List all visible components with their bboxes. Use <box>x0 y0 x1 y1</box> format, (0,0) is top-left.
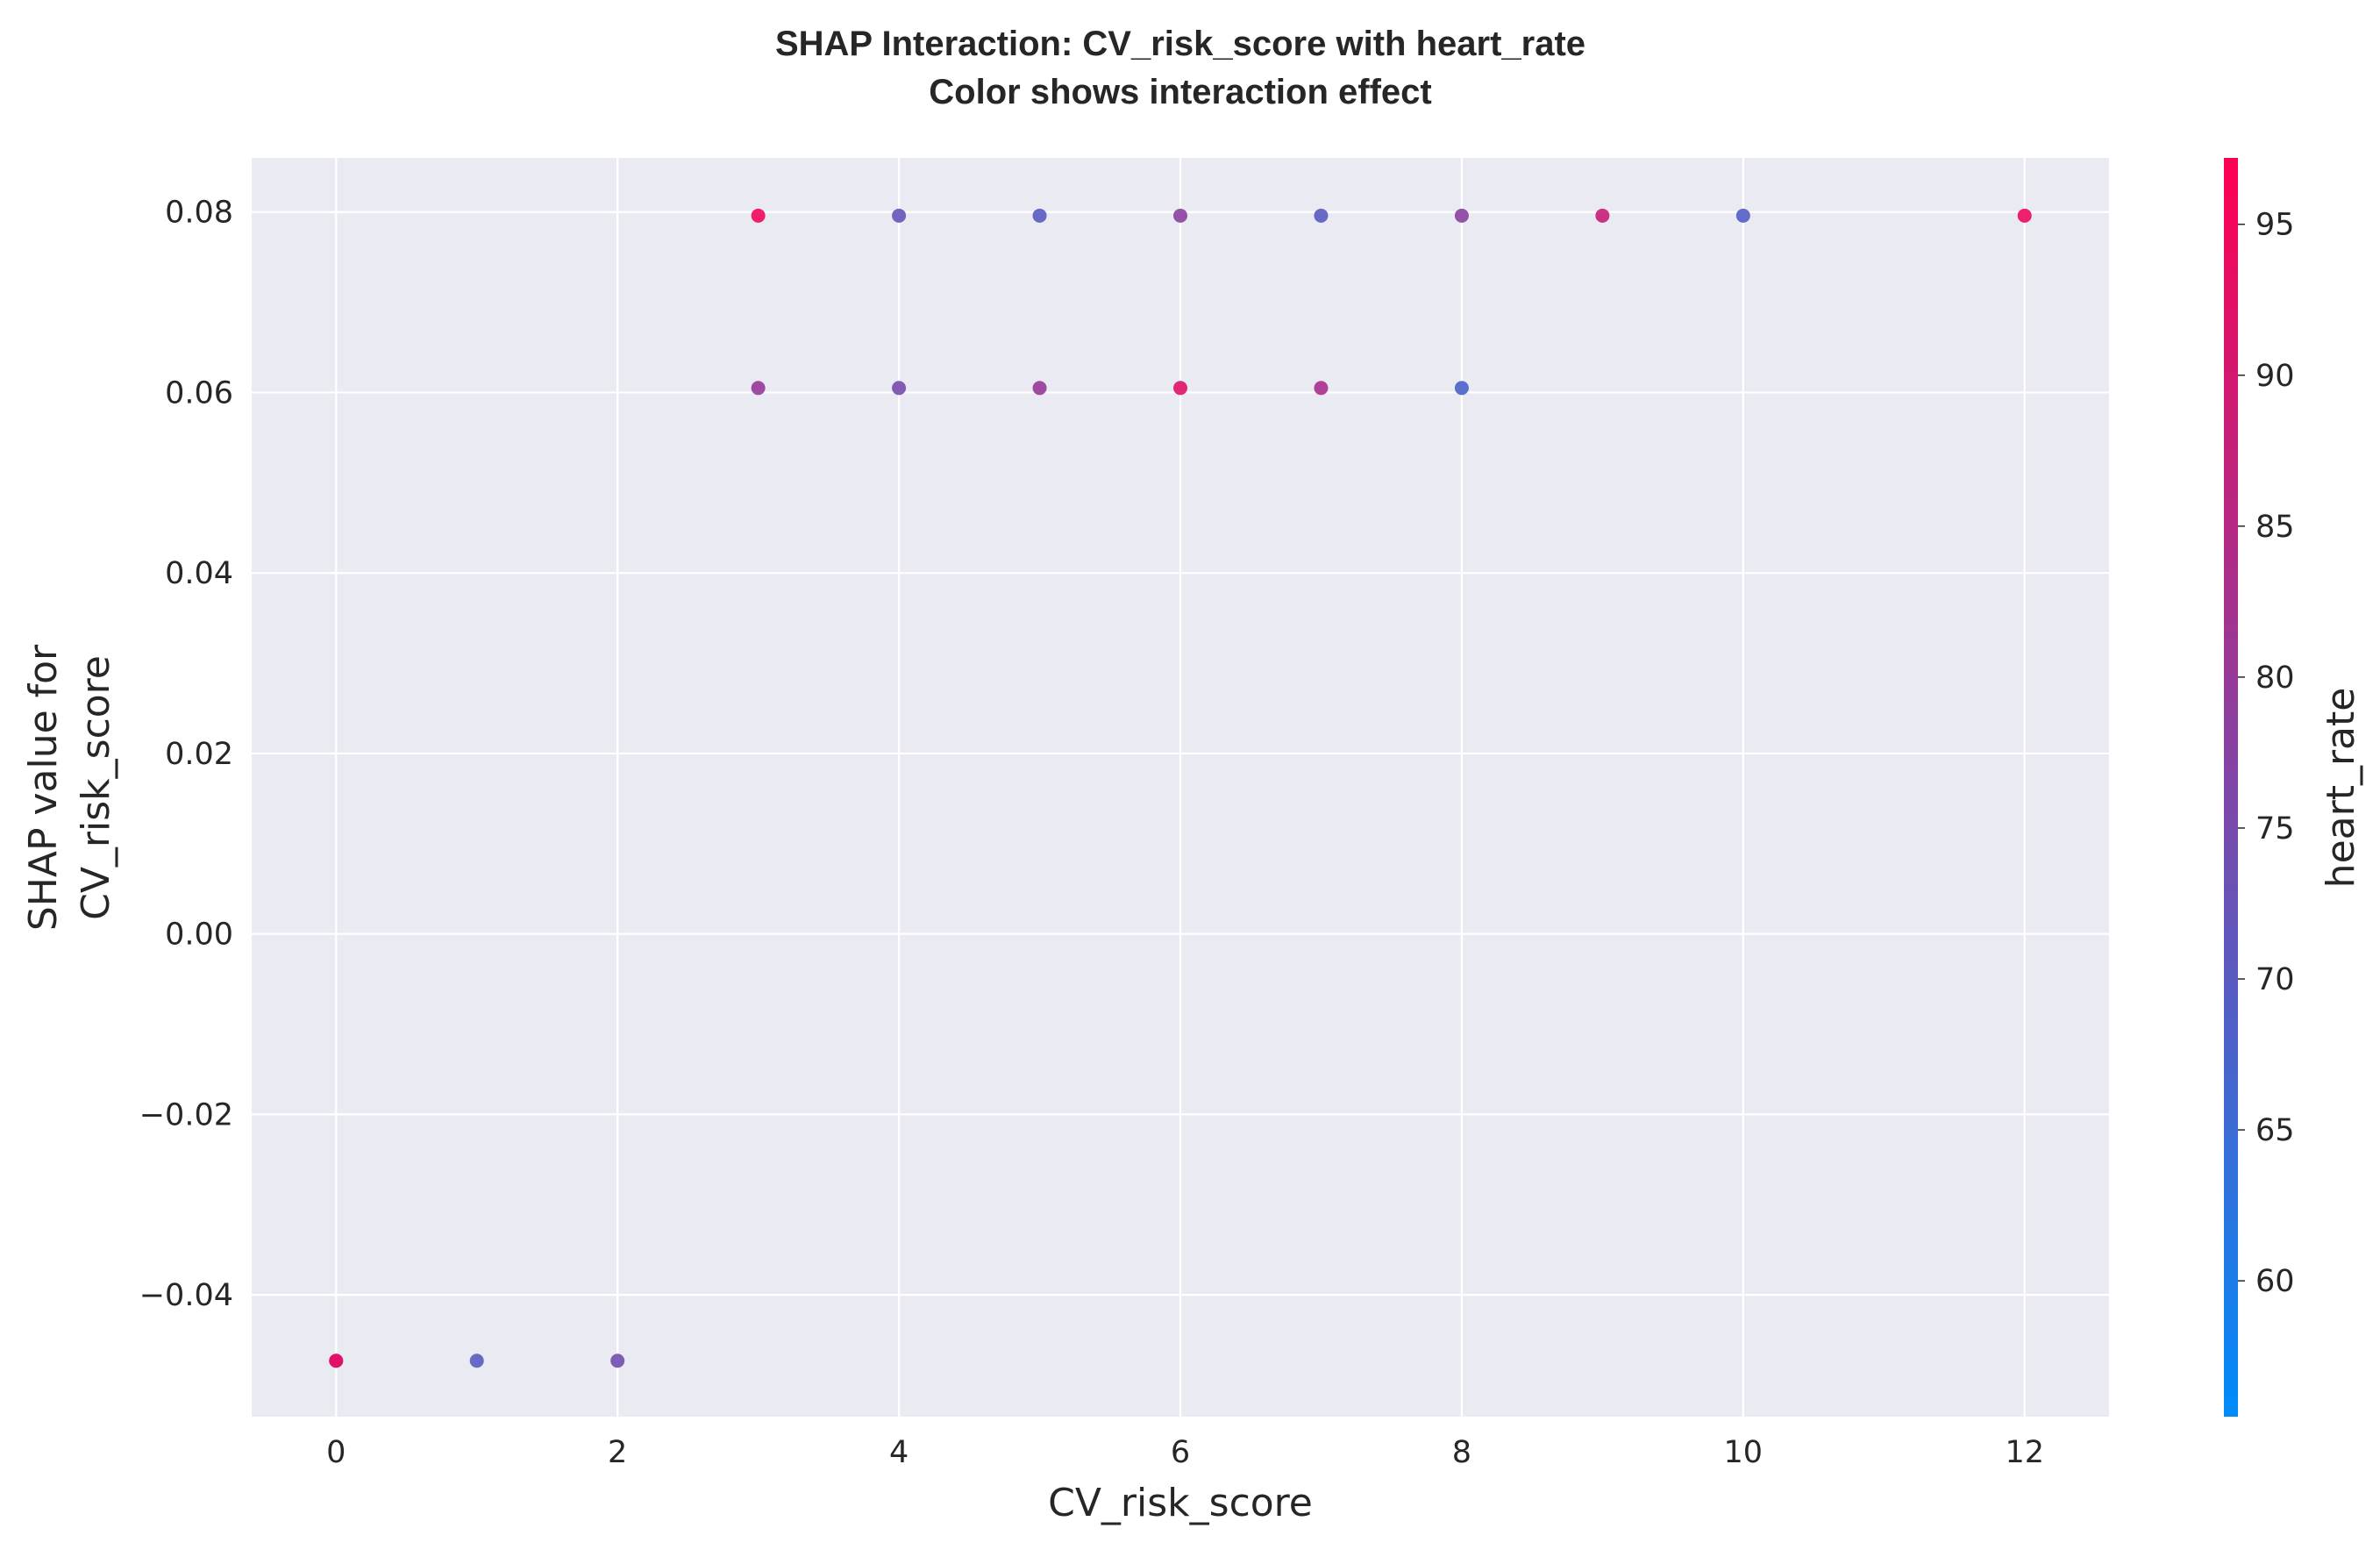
colorbar-label: heart_rate <box>2319 688 2363 889</box>
scatter-point <box>329 1354 344 1368</box>
x-axis-ticks: 0 2 4 6 8 10 12 <box>326 1435 2044 1470</box>
y-tick-label: −0.02 <box>139 1097 233 1132</box>
x-tick-label: 2 <box>608 1435 627 1470</box>
x-tick-label: 8 <box>1452 1435 1471 1470</box>
y-tick-label: 0.02 <box>165 737 233 772</box>
y-axis-label-line-1: SHAP value for <box>21 644 66 931</box>
scatter-point <box>1032 208 1047 223</box>
scatter-point <box>1595 208 1610 223</box>
y-tick-label: 0.08 <box>165 196 233 231</box>
scatter-point <box>892 208 907 223</box>
x-tick-label: 10 <box>1724 1435 1764 1470</box>
scatter-point <box>751 208 766 223</box>
colorbar-tick-label: 90 <box>2255 359 2295 394</box>
colorbar-tick-label: 75 <box>2255 811 2295 846</box>
scatter-point <box>1173 381 1187 396</box>
scatter-point <box>751 381 766 396</box>
scatter-point <box>469 1354 484 1368</box>
scatter-point <box>2017 208 2032 223</box>
scatter-point <box>1454 381 1469 396</box>
colorbar-tick-label: 85 <box>2255 510 2295 545</box>
x-tick-label: 0 <box>326 1435 346 1470</box>
scatter-point <box>1173 208 1187 223</box>
x-axis-label: CV_risk_score <box>1048 1481 1313 1525</box>
y-axis-ticks: −0.04 −0.02 0.00 0.02 0.04 0.06 0.08 <box>139 196 233 1313</box>
colorbar-ticks: 60 65 70 75 80 85 90 95 <box>2238 208 2295 1299</box>
x-tick-label: 12 <box>2005 1435 2044 1470</box>
scatter-point <box>892 381 907 396</box>
scatter-point <box>1735 208 1750 223</box>
scatter-point <box>1314 381 1329 396</box>
y-tick-label: 0.04 <box>165 556 233 591</box>
scatter-point <box>1454 208 1469 223</box>
y-tick-label: 0.06 <box>165 375 233 411</box>
y-axis-label-line-2: CV_risk_score <box>74 655 118 920</box>
chart-title-line-1: SHAP Interaction: CV_risk_score with hea… <box>775 25 1585 63</box>
y-tick-label: 0.00 <box>165 918 233 953</box>
chart-title-line-2: Color shows interaction effect <box>929 73 1431 111</box>
colorbar-tick-label: 70 <box>2255 962 2295 997</box>
scatter-points <box>329 208 2032 1368</box>
colorbar-tick-label: 95 <box>2255 208 2295 243</box>
y-tick-label: −0.04 <box>139 1278 233 1313</box>
colorbar <box>2224 158 2238 1417</box>
scatter-point <box>1032 381 1047 396</box>
colorbar-tick-label: 65 <box>2255 1113 2295 1148</box>
scatter-point <box>1314 208 1329 223</box>
colorbar-tick-label: 80 <box>2255 661 2295 696</box>
x-tick-label: 4 <box>889 1435 909 1470</box>
scatter-point <box>610 1354 625 1368</box>
x-tick-label: 6 <box>1171 1435 1190 1470</box>
colorbar-tick-label: 60 <box>2255 1264 2295 1299</box>
